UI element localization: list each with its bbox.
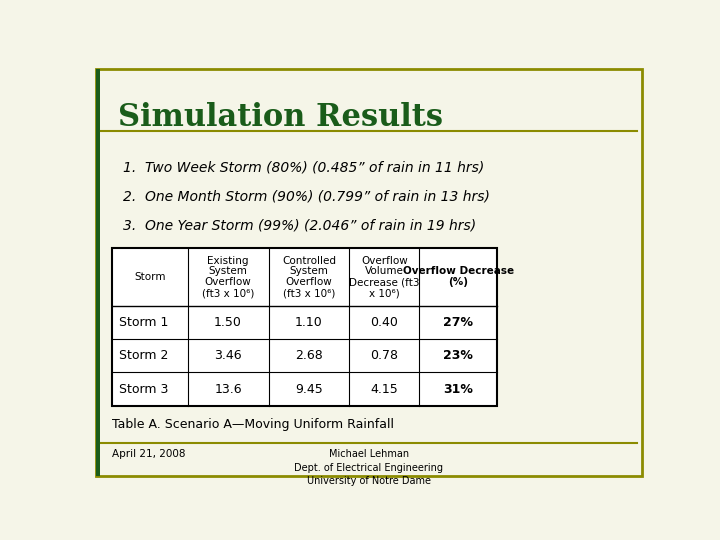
Text: 27%: 27% <box>444 316 473 329</box>
Bar <box>112 248 498 406</box>
Text: 3.  One Year Storm (99%) (2.046” of rain in 19 hrs): 3. One Year Storm (99%) (2.046” of rain … <box>124 219 477 233</box>
Text: Table A. Scenario A—Moving Uniform Rainfall: Table A. Scenario A—Moving Uniform Rainf… <box>112 418 395 431</box>
Text: Overflow: Overflow <box>361 255 408 266</box>
Text: 23%: 23% <box>444 349 473 362</box>
Text: 13.6: 13.6 <box>215 383 242 396</box>
Text: Overflow: Overflow <box>204 277 251 287</box>
Text: Decrease (ft3: Decrease (ft3 <box>349 277 420 287</box>
Text: System: System <box>289 266 328 276</box>
Text: Overflow Decrease: Overflow Decrease <box>402 266 514 276</box>
Text: Controlled: Controlled <box>282 255 336 266</box>
Text: 2.  One Month Storm (90%) (0.799” of rain in 13 hrs): 2. One Month Storm (90%) (0.799” of rain… <box>124 190 490 204</box>
Bar <box>96 69 100 476</box>
Text: April 21, 2008: April 21, 2008 <box>112 449 186 460</box>
Text: Storm: Storm <box>134 272 166 282</box>
Text: 0.40: 0.40 <box>370 316 398 329</box>
Text: System: System <box>209 266 248 276</box>
Text: 1.10: 1.10 <box>295 316 323 329</box>
Text: (ft3 x 10⁶): (ft3 x 10⁶) <box>202 288 254 298</box>
Text: 1.50: 1.50 <box>214 316 242 329</box>
Text: 0.78: 0.78 <box>370 349 398 362</box>
Text: 1.  Two Week Storm (80%) (0.485” of rain in 11 hrs): 1. Two Week Storm (80%) (0.485” of rain … <box>124 160 485 174</box>
Text: 3.46: 3.46 <box>215 349 242 362</box>
Text: Storm 3: Storm 3 <box>119 383 168 396</box>
Text: 9.45: 9.45 <box>295 383 323 396</box>
Text: 4.15: 4.15 <box>371 383 398 396</box>
Text: Existing: Existing <box>207 255 249 266</box>
Text: (%): (%) <box>449 277 468 287</box>
Text: Michael Lehman
Dept. of Electrical Engineering
University of Notre Dame: Michael Lehman Dept. of Electrical Engin… <box>294 449 444 486</box>
Text: Storm 2: Storm 2 <box>119 349 168 362</box>
Text: 31%: 31% <box>444 383 473 396</box>
Text: 2.68: 2.68 <box>295 349 323 362</box>
Text: Volume: Volume <box>365 266 404 276</box>
Text: Storm 1: Storm 1 <box>119 316 168 329</box>
Text: x 10⁶): x 10⁶) <box>369 288 400 298</box>
Text: (ft3 x 10⁶): (ft3 x 10⁶) <box>283 288 336 298</box>
Text: Simulation Results: Simulation Results <box>118 102 443 133</box>
Text: Overflow: Overflow <box>286 277 333 287</box>
